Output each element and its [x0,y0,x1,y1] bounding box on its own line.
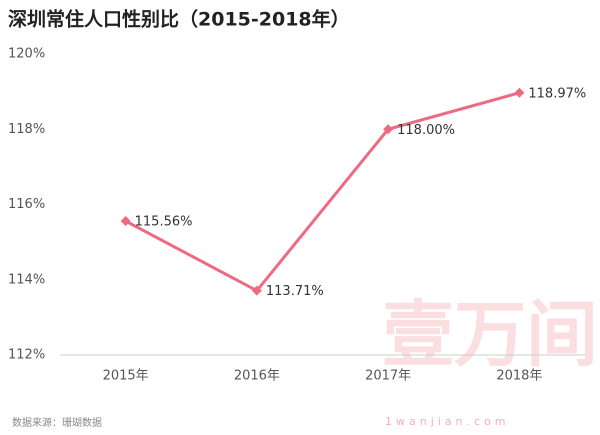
y-tick-label: 112% [8,348,45,363]
data-label: 113.71% [266,284,324,299]
x-tick-label: 2015年 [103,369,149,384]
data-label: 118.97% [528,86,586,101]
point [514,87,525,98]
y-tick-label: 114% [8,272,45,287]
y-tick-label: 120% [8,47,45,62]
x-tick-label: 2018年 [496,369,542,384]
x-tick-label: 2017年 [365,369,411,384]
y-tick-label: 118% [8,122,45,137]
watermark-url: 1wanjian.com [385,415,510,428]
x-tick-label: 2016年 [234,369,280,384]
data-label: 115.56% [135,215,193,230]
watermark-logo: 壹万间 [382,293,598,377]
data-label: 118.00% [397,123,455,138]
chart-title: 深圳常住人口性别比（2015-2018年） [8,8,350,31]
y-tick-label: 116% [8,197,45,212]
point [383,124,394,135]
point [251,285,262,296]
line [124,91,520,293]
source: 数据来源：珊瑚数据 [12,416,102,429]
point [120,216,131,227]
